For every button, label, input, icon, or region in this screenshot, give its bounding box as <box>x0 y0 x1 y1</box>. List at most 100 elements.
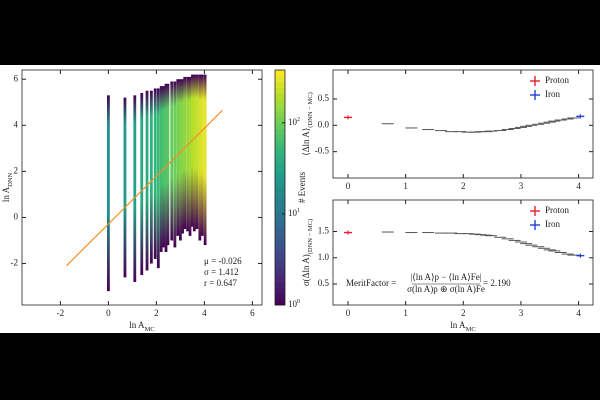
colorbar-segment <box>275 246 285 253</box>
x-tick-label: 2 <box>461 308 466 318</box>
colorbar-segment <box>275 216 285 224</box>
heatmap-column <box>186 76 189 232</box>
x-tick-label: 4 <box>576 308 581 318</box>
colorbar-segment <box>275 158 285 165</box>
heatmap-column <box>159 86 163 253</box>
heatmap-column <box>200 74 204 236</box>
colorbar-segment <box>275 299 285 306</box>
colorbar-segment <box>275 87 285 94</box>
colorbar-segment <box>275 263 285 271</box>
colorbar-segment <box>275 293 285 300</box>
merit-numerator: |⟨ln A⟩p − ⟨ln A⟩Fe| <box>410 272 481 282</box>
colorbar-segment <box>275 275 285 282</box>
colorbar-segment <box>275 222 285 230</box>
x-tick-label: 1 <box>403 181 408 191</box>
y-axis-label-main: ⟨Δln A⟩ <box>301 128 311 156</box>
colorbar-segment <box>275 81 285 89</box>
heatmap-column <box>162 86 165 248</box>
colorbar-segment <box>275 152 285 159</box>
y-axis-label-sub: DNN <box>7 173 14 187</box>
heatmap-column <box>140 93 144 276</box>
heatmap-column <box>179 79 182 241</box>
figure-background <box>0 65 600 333</box>
merit-denominator: σ(ln A)p ⊕ σ(ln A)Fe <box>407 284 485 294</box>
x-tick-label: 2 <box>461 181 466 191</box>
y-tick-label: 2 <box>14 165 19 175</box>
colorbar-segment <box>275 146 285 153</box>
colorbar-segment <box>275 117 285 124</box>
y-tick-label: 6 <box>14 73 19 83</box>
colorbar-segment <box>275 128 285 136</box>
colorbar-label: # Events <box>297 171 307 203</box>
y-tick-label: 0.5 <box>318 278 330 288</box>
merit-result: = 2.190 <box>483 278 511 288</box>
x-tick-label: 3 <box>519 181 524 191</box>
legend-label: Iron <box>545 89 560 99</box>
x-tick-label: 0 <box>346 181 351 191</box>
heatmap-column <box>164 83 168 253</box>
heatmap-column <box>107 95 110 292</box>
colorbar-segment <box>275 234 285 241</box>
heatmap-column <box>123 97 127 278</box>
y-tick-label: 1.5 <box>318 226 330 236</box>
stat-annotation: r = 0.647 <box>204 278 237 288</box>
colorbar-tick-label: 102 <box>288 117 300 127</box>
y-tick-label: -0.5 <box>315 146 330 156</box>
x-axis-label-sub: MC <box>145 326 155 333</box>
x-tick-label: -2 <box>57 308 65 318</box>
colorbar-segment <box>275 70 285 77</box>
heatmap-column <box>203 74 207 246</box>
x-tick-label: 0 <box>106 308 111 318</box>
y-axis-label: ln ADNN <box>1 173 14 203</box>
colorbar-tick-label: 100 <box>288 299 300 309</box>
colorbar-tick-label: 101 <box>288 208 300 218</box>
x-tick-label: 2 <box>154 308 159 318</box>
y-tick-label: 0 <box>14 212 19 222</box>
y-axis-label-sub: (DNN − MC) <box>307 219 314 254</box>
colorbar-segment <box>275 75 285 83</box>
colorbar-segment <box>275 181 285 188</box>
y-tick-label: 0.0 <box>318 119 330 129</box>
colorbar-segment <box>275 252 285 259</box>
legend-label: Proton <box>545 205 570 215</box>
colorbar-segment <box>275 169 285 177</box>
colorbar-segment <box>275 187 285 194</box>
x-tick-label: 4 <box>576 181 581 191</box>
colorbar-segment <box>275 175 285 183</box>
heatmap-column <box>195 74 199 229</box>
x-axis-label-sub: MC <box>466 326 476 333</box>
colorbar-tick-exp: 2 <box>297 117 300 123</box>
y-tick-label: -2 <box>11 258 19 268</box>
y-axis-label: σ(Δln A)(DNN − MC) <box>301 219 314 286</box>
colorbar-segment <box>275 164 285 171</box>
colorbar-segment <box>275 211 285 218</box>
colorbar-tick-exp: 1 <box>297 208 300 214</box>
colorbar-tick-base: 10 <box>288 117 298 127</box>
x-tick-label: 1 <box>403 308 408 318</box>
colorbar-segment <box>275 199 285 206</box>
colorbar-segment <box>275 287 285 294</box>
heatmap-column <box>198 74 202 241</box>
heatmap-column <box>188 76 192 236</box>
colorbar-segment <box>275 93 285 100</box>
heatmap-column <box>153 88 157 259</box>
x-axis-label-main: ln A <box>129 320 145 330</box>
x-tick-label: 0 <box>346 308 351 318</box>
heatmap-column <box>191 74 194 227</box>
heatmap-column <box>181 79 184 234</box>
y-tick-label: 4 <box>14 119 19 129</box>
colorbar-segment <box>275 281 285 288</box>
colorbar-segment <box>275 140 285 147</box>
merit-label: MeritFactor = <box>346 278 396 288</box>
colorbar-segment <box>275 269 285 277</box>
y-tick-label: 1.0 <box>318 252 330 262</box>
heatmap-column <box>149 90 153 264</box>
colorbar-tick-exp: 0 <box>297 299 300 305</box>
y-axis-label-main: ln A <box>1 186 11 202</box>
colorbar-segment <box>275 193 285 200</box>
heatmap-column <box>145 90 149 271</box>
colorbar-segment <box>275 228 285 235</box>
stat-annotation: σ = 1.412 <box>204 267 239 277</box>
y-axis-label-main: σ(Δln A) <box>301 254 311 286</box>
x-axis-label-main: ln A <box>450 320 466 330</box>
